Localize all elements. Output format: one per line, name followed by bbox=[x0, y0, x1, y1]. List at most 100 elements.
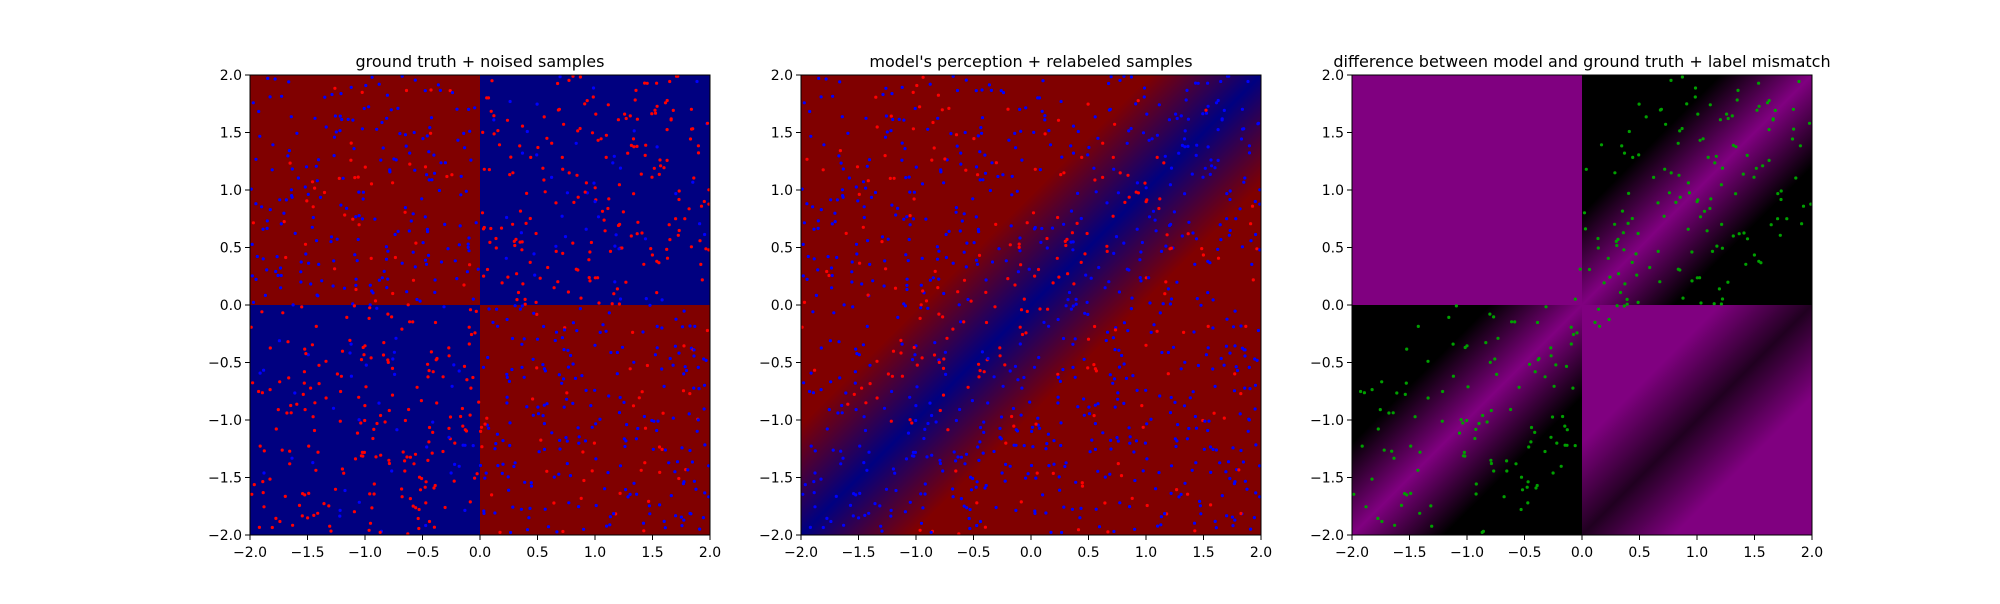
scatter-point bbox=[977, 458, 981, 462]
scatter-point bbox=[450, 384, 454, 388]
scatter-point bbox=[618, 464, 623, 468]
scatter-point bbox=[509, 530, 513, 535]
scatter-point bbox=[977, 230, 981, 234]
scatter-point bbox=[674, 514, 678, 518]
scatter-point bbox=[386, 277, 390, 281]
scatter-point bbox=[277, 339, 281, 343]
scatter-point bbox=[1678, 195, 1682, 199]
scatter-point bbox=[505, 118, 510, 122]
scatter-point bbox=[972, 241, 976, 245]
scatter-point bbox=[417, 526, 421, 531]
scatter-point bbox=[332, 154, 336, 158]
scatter-point bbox=[651, 447, 655, 451]
scatter-point bbox=[1779, 197, 1783, 202]
scatter-point bbox=[1416, 324, 1420, 328]
scatter-point bbox=[393, 255, 397, 260]
scatter-point bbox=[1064, 243, 1068, 248]
scatter-point bbox=[960, 219, 964, 223]
scatter-point bbox=[1674, 200, 1678, 204]
scatter-point bbox=[450, 91, 455, 95]
scatter-point bbox=[1618, 290, 1623, 295]
scatter-point bbox=[375, 421, 379, 426]
scatter-point bbox=[593, 200, 597, 204]
scatter-point bbox=[652, 419, 656, 423]
scatter-point bbox=[1079, 260, 1083, 264]
scatter-point bbox=[857, 192, 861, 196]
scatter-point bbox=[263, 293, 267, 297]
scatter-point bbox=[1767, 128, 1771, 132]
scatter-point bbox=[1404, 381, 1408, 385]
scatter-point bbox=[1378, 408, 1382, 412]
scatter-point bbox=[362, 353, 366, 357]
scatter-point bbox=[1179, 492, 1183, 496]
scatter-point bbox=[1194, 81, 1198, 85]
scatter-point bbox=[999, 415, 1004, 419]
scatter-point bbox=[1226, 460, 1231, 464]
scatter-point bbox=[594, 422, 598, 426]
scatter-point bbox=[423, 165, 428, 169]
scatter-point bbox=[1708, 206, 1712, 211]
scatter-point bbox=[437, 188, 441, 193]
scatter-point bbox=[1108, 107, 1112, 111]
scatter-point bbox=[988, 188, 993, 193]
scatter-point bbox=[1061, 336, 1066, 341]
scatter-point bbox=[869, 195, 874, 199]
scatter-point bbox=[278, 198, 282, 202]
x-tick-label: 0.0 bbox=[1571, 545, 1593, 561]
scatter-point bbox=[1615, 304, 1619, 308]
scatter-point bbox=[677, 351, 681, 355]
scatter-point bbox=[908, 418, 912, 422]
scatter-point bbox=[482, 511, 486, 515]
y-tick-label: 0.0 bbox=[771, 298, 793, 314]
scatter-point bbox=[632, 360, 636, 364]
scatter-point bbox=[1057, 275, 1061, 279]
scatter-point bbox=[1163, 292, 1167, 296]
scatter-point bbox=[1165, 233, 1169, 237]
scatter-point bbox=[403, 469, 407, 473]
scatter-point bbox=[968, 475, 973, 479]
scatter-point bbox=[829, 198, 833, 202]
scatter-point bbox=[1231, 446, 1235, 450]
scatter-point bbox=[1167, 223, 1172, 228]
scatter-point bbox=[908, 223, 912, 227]
scatter-point bbox=[1199, 512, 1203, 516]
scatter-point bbox=[992, 375, 996, 379]
scatter-point bbox=[1754, 166, 1758, 170]
scatter-point bbox=[1045, 442, 1049, 446]
scatter-point bbox=[1599, 143, 1604, 147]
scatter-point bbox=[597, 301, 601, 305]
x-tick-label: 0.5 bbox=[1628, 545, 1650, 561]
scatter-point bbox=[805, 202, 809, 206]
scatter-point bbox=[578, 75, 583, 79]
chart-title: ground truth + noised samples bbox=[356, 52, 605, 71]
scatter-point bbox=[1206, 145, 1210, 149]
scatter-point bbox=[857, 516, 861, 520]
scatter-point bbox=[485, 416, 489, 420]
scatter-point bbox=[1636, 231, 1640, 236]
scatter-point bbox=[587, 258, 591, 262]
scatter-point bbox=[372, 482, 376, 486]
scatter-point bbox=[1206, 104, 1210, 108]
scatter-point bbox=[896, 315, 900, 319]
scatter-point bbox=[812, 491, 816, 495]
scatter-point bbox=[518, 209, 523, 213]
scatter-point bbox=[583, 439, 588, 443]
scatter-point bbox=[808, 389, 812, 394]
scatter-point bbox=[1519, 507, 1523, 512]
scatter-point bbox=[924, 217, 928, 221]
scatter-point bbox=[831, 94, 835, 98]
scatter-point bbox=[582, 478, 586, 483]
scatter-point bbox=[403, 206, 407, 210]
scatter-point bbox=[1225, 514, 1229, 518]
scatter-point bbox=[1047, 129, 1051, 133]
scatter-point bbox=[1225, 192, 1229, 196]
scatter-point bbox=[380, 276, 384, 280]
scatter-point bbox=[1164, 244, 1168, 248]
scatter-point bbox=[415, 385, 419, 389]
scatter-point bbox=[653, 111, 658, 115]
scatter-point bbox=[998, 354, 1002, 358]
scatter-point bbox=[569, 353, 573, 358]
scatter-point bbox=[1710, 249, 1715, 253]
y-tick-label: 1.0 bbox=[220, 183, 242, 199]
scatter-point bbox=[469, 332, 474, 337]
